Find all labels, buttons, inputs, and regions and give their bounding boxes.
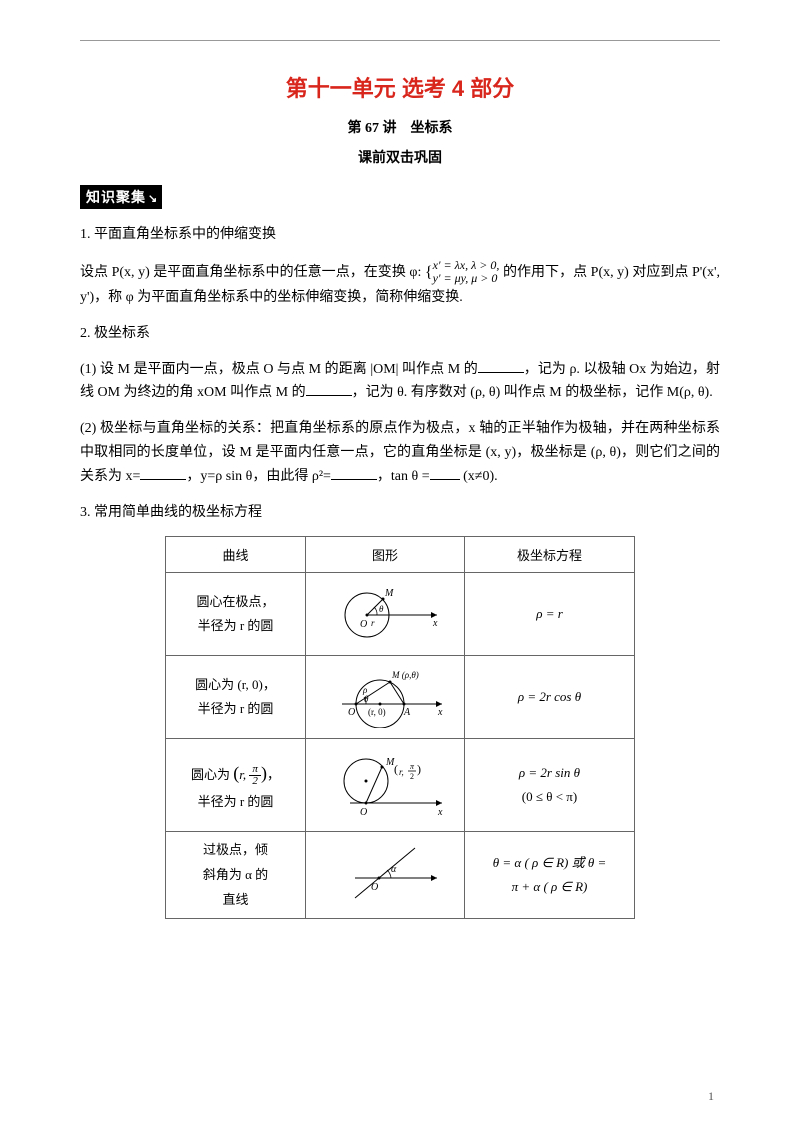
page-number: 1	[708, 1089, 714, 1104]
svg-text:α: α	[391, 864, 397, 875]
r2d1: 圆心为 (r, 0)，	[195, 677, 276, 692]
s1-pre: 设点 P(x, y) 是平面直角坐标系中的任意一点，在变换 φ:	[80, 265, 425, 280]
diagram-circle-r0-icon: M (ρ,θ) ρ θ O (r, 0) A x	[320, 662, 450, 728]
svg-text:A: A	[403, 707, 411, 718]
svg-text:π: π	[410, 762, 415, 771]
svg-text:r,: r,	[399, 767, 404, 777]
svg-text:x: x	[432, 618, 438, 629]
row1-shape: M θ O r x	[306, 573, 465, 656]
table-row: 圆心在极点， 半径为 r 的圆 M θ O r x ρ = r	[166, 573, 635, 656]
table-row: 圆心为 (r, 0)， 半径为 r 的圆 M (ρ,θ) ρ θ O (r, 0…	[166, 656, 635, 739]
row4-shape: O α	[306, 832, 465, 919]
row2-desc: 圆心为 (r, 0)， 半径为 r 的圆	[166, 656, 306, 739]
r4d2: 斜角为 α 的	[203, 867, 268, 882]
r3eq1: ρ = 2r sin θ	[519, 765, 580, 780]
s2p2-b: ，y=ρ sin θ，由此得 ρ²=	[186, 469, 331, 484]
r2d2: 半径为 r 的圆	[198, 701, 274, 716]
section-2-p2: (2) 极坐标与直角坐标的关系：把直角坐标系的原点作为极点，x 轴的正半轴作为极…	[80, 417, 720, 488]
row3-desc: 圆心为 (r, π2)， 半径为 r 的圆	[166, 739, 306, 832]
row1-eq: ρ = r	[465, 573, 635, 656]
r1d2: 半径为 r 的圆	[198, 618, 274, 633]
section-1-body: 设点 P(x, y) 是平面直角坐标系中的任意一点，在变换 φ: { x' = …	[80, 259, 720, 310]
section-2-p1: (1) 设 M 是平面内一点，极点 O 与点 M 的距离 |OM| 叫作点 M …	[80, 358, 720, 406]
r3frac-d: 2	[249, 776, 261, 787]
r3d1post: ，	[267, 767, 280, 782]
s2p2-c: ，tan θ =	[377, 469, 430, 484]
diagram-line-through-pole-icon: O α	[325, 838, 445, 908]
blank-3	[140, 466, 186, 480]
table-row: 圆心为 (r, π2)， 半径为 r 的圆 M O x ( r, π 2	[166, 739, 635, 832]
lecture-label: 第 67 讲 坐标系	[80, 117, 720, 137]
th-curve: 曲线	[166, 537, 306, 573]
svg-text:M (ρ,θ): M (ρ,θ)	[391, 670, 419, 680]
r2eq: ρ = 2r cos θ	[518, 689, 581, 704]
svg-text:O: O	[360, 807, 367, 818]
svg-text:O: O	[371, 882, 378, 893]
section-2-title: 2. 极坐标系	[80, 322, 720, 346]
r4eq2: π + α ( ρ ∈ R)	[512, 879, 588, 894]
r4d3: 直线	[222, 892, 248, 907]
table-row: 过极点，倾 斜角为 α 的 直线 O α θ = α ( ρ ∈ R) 或 θ …	[166, 832, 635, 919]
row2-shape: M (ρ,θ) ρ θ O (r, 0) A x	[306, 656, 465, 739]
row4-desc: 过极点，倾 斜角为 α 的 直线	[166, 832, 306, 919]
diagram-circle-rpi2-icon: M O x ( r, π 2 )	[320, 745, 450, 821]
svg-text:O: O	[348, 707, 355, 718]
s1-formula: x' = λx, λ > 0, y' = μy, μ > 0	[433, 259, 500, 285]
curves-table: 曲线 图形 极坐标方程 圆心在极点， 半径为 r 的圆 M θ O r x	[165, 536, 635, 919]
row3-eq: ρ = 2r sin θ (0 ≤ θ < π)	[465, 739, 635, 832]
svg-text:x: x	[437, 807, 443, 818]
r4eq1: θ = α ( ρ ∈ R) 或 θ =	[493, 855, 607, 870]
blank-2	[306, 382, 352, 396]
svg-text:θ: θ	[364, 694, 369, 704]
svg-text:M: M	[384, 588, 394, 599]
section-subtitle: 课前双击巩固	[80, 147, 720, 167]
blank-1	[478, 359, 524, 373]
svg-text:θ: θ	[379, 604, 384, 614]
r1d1: 圆心在极点，	[196, 594, 274, 609]
svg-text:(: (	[394, 762, 398, 776]
r3d2: 半径为 r 的圆	[198, 794, 274, 809]
diagram-circle-at-pole-icon: M θ O r x	[325, 579, 445, 645]
r3eq2: (0 ≤ θ < π)	[522, 789, 577, 804]
row1-desc: 圆心在极点， 半径为 r 的圆	[166, 573, 306, 656]
r3d1r: r,	[239, 767, 249, 782]
row3-shape: M O x ( r, π 2 )	[306, 739, 465, 832]
svg-text:r: r	[371, 618, 375, 628]
th-shape: 图形	[306, 537, 465, 573]
svg-text:O: O	[360, 619, 367, 630]
badge-arrow-icon: ↘	[148, 193, 158, 205]
r4d1: 过极点，倾	[203, 842, 268, 857]
top-rule	[80, 40, 720, 41]
svg-text:): )	[417, 762, 421, 776]
s2p1-a: (1) 设 M 是平面内一点，极点 O 与点 M 的距离 |OM| 叫作点 M …	[80, 362, 478, 377]
svg-text:x: x	[437, 707, 443, 718]
s1-formula-bot: y' = μy, μ > 0	[433, 272, 500, 285]
th-eq: 极坐标方程	[465, 537, 635, 573]
table-header-row: 曲线 图形 极坐标方程	[166, 537, 635, 573]
blank-5	[430, 466, 460, 480]
unit-title: 第十一单元 选考 4 部分	[80, 71, 720, 103]
badge-text: 知识聚集	[86, 189, 146, 205]
section-3-title: 3. 常用简单曲线的极坐标方程	[80, 501, 720, 525]
svg-text:(r, 0): (r, 0)	[368, 707, 386, 717]
s2p2-d: (x≠0).	[460, 469, 498, 484]
s2p1-c: ，记为 θ. 有序数对 (ρ, θ) 叫作点 M 的极坐标，记作 M(ρ, θ)…	[352, 385, 713, 400]
r1eq: ρ = r	[536, 606, 563, 621]
row2-eq: ρ = 2r cos θ	[465, 656, 635, 739]
r3d1pre: 圆心为	[191, 767, 233, 782]
svg-text:2: 2	[410, 772, 414, 781]
blank-4	[331, 466, 377, 480]
section-1-title: 1. 平面直角坐标系中的伸缩变换	[80, 223, 720, 247]
row4-eq: θ = α ( ρ ∈ R) 或 θ = π + α ( ρ ∈ R)	[465, 832, 635, 919]
knowledge-badge: 知识聚集↘	[80, 185, 162, 209]
